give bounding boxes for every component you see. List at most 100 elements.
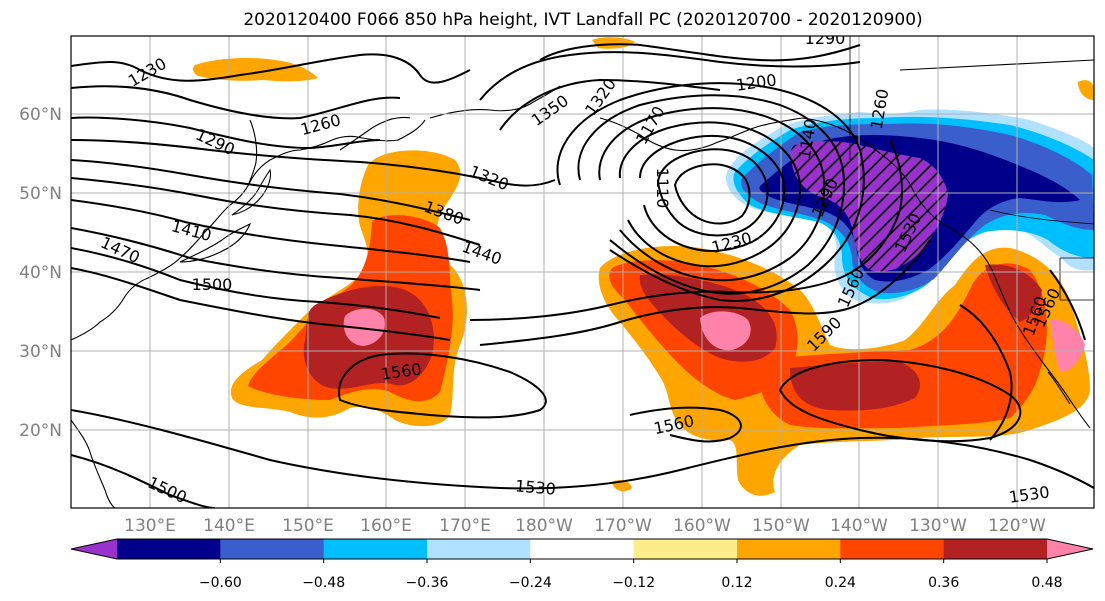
- ivt-fill-east-pink: [700, 311, 751, 351]
- contour-1440: [71, 227, 481, 291]
- map-panel: 1230 1260 1290 1320 1350 1320 1290 1200 …: [70, 29, 1095, 509]
- colorbar-segment: [943, 539, 1048, 559]
- low-ring-4: [618, 121, 802, 268]
- low-ring-5: [639, 134, 786, 252]
- ivt-fill-north-blob-2: [592, 37, 635, 49]
- lon-label: 160°W: [673, 516, 731, 536]
- colorbar-tick-label: 0.48: [1031, 575, 1062, 591]
- coastline-baja: [1047, 371, 1071, 405]
- contour-1560-west: [338, 352, 547, 419]
- lon-label: 130°E: [124, 516, 176, 536]
- colorbar: −0.60 −0.48 −0.36 −0.24 −0.12 0.12 0.24 0.36 0.4…: [70, 538, 1094, 591]
- lon-label: 130°W: [909, 516, 967, 536]
- colorbar-tick-label: −0.48: [302, 575, 345, 591]
- lat-label-60n: 60°N: [19, 105, 62, 125]
- colorbar-tick-label: −0.12: [612, 575, 655, 591]
- contour-1380: [71, 177, 481, 246]
- contour-1590: [469, 139, 903, 321]
- contour-1320: [71, 139, 556, 187]
- colorbar-segment: [427, 539, 531, 559]
- colorbar-segment: [220, 539, 325, 559]
- contour-label: 1110: [653, 168, 672, 209]
- contour-1500: [71, 267, 451, 341]
- colorbar-tick-label: 0.36: [928, 575, 959, 591]
- coastline-japan: [179, 222, 252, 263]
- colorbar-tick-label: 0.12: [721, 575, 752, 591]
- gridlines: [71, 36, 1094, 508]
- low-ring-7: [673, 163, 751, 225]
- height-contours: [71, 43, 1094, 508]
- colorbar-extend-max: [1047, 539, 1093, 559]
- lon-label: 180°W: [515, 516, 573, 536]
- lon-label: 150°E: [282, 516, 334, 536]
- ivt-fill-north-blob: [193, 57, 318, 82]
- colorbar-segments: [71, 539, 1093, 559]
- colorbar-extend-min: [71, 539, 117, 559]
- ivt-hatching: [790, 141, 948, 272]
- contour-1560-small: [629, 406, 742, 443]
- colorbar-segment: [737, 539, 841, 559]
- lon-label: 150°W: [752, 516, 810, 536]
- lon-label: 170°W: [594, 516, 652, 536]
- colorbar-outline: [70, 538, 1094, 560]
- contour-1260: [71, 85, 401, 120]
- contour-1500-south: [71, 454, 216, 508]
- coastline-alaska-south: [599, 117, 803, 152]
- contour-label: 1530: [514, 476, 556, 498]
- contour-1290-north: [539, 43, 861, 62]
- ivt-fill-edge-blob: [1078, 80, 1094, 100]
- contour-label: 1290: [805, 29, 846, 48]
- lat-label-50n: 50°N: [19, 184, 62, 204]
- coastline-arctic: [899, 59, 1094, 71]
- border-us-canada: [989, 209, 1094, 225]
- ivt-fill-west-pink: [343, 308, 385, 346]
- lon-label: 120°W: [988, 516, 1046, 536]
- contour-1290: [71, 116, 381, 150]
- colorbar-tick-label: −0.60: [199, 575, 242, 591]
- latitude-labels: 60°N 50°N 40°N 30°N 20°N: [19, 105, 62, 441]
- coastline-hokkaido: [231, 168, 272, 216]
- colorbar-tick-label: 0.24: [825, 575, 856, 591]
- colorbar-segment: [117, 539, 221, 559]
- coastline-north-america-west: [801, 117, 1091, 429]
- lat-label-30n: 30°N: [19, 342, 62, 362]
- ivt-fill-coast-darkred: [985, 264, 1042, 322]
- longitude-labels: 130°E 140°E 150°E 160°E 170°E 180°W 170°…: [124, 516, 1046, 536]
- contour-1560-east: [778, 358, 1022, 443]
- border-us-states: [1059, 257, 1094, 301]
- contour-1560-mid: [479, 239, 931, 346]
- coastline-sakhalin: [247, 119, 258, 187]
- colorbar-segment: [530, 539, 635, 559]
- low-ring-1: [556, 82, 865, 302]
- contour-1320-ridge: [479, 51, 861, 101]
- ivt-fill-coast-pink: [1050, 319, 1085, 372]
- colorbar-tick-label: −0.24: [509, 575, 552, 591]
- contour-1560-coast: [959, 304, 1013, 441]
- contour-1230: [71, 53, 471, 84]
- lon-label: 160°E: [360, 516, 412, 536]
- colorbar-ticks: −0.60 −0.48 −0.36 −0.24 −0.12 0.12 0.24 0.36 0.4…: [199, 559, 1063, 591]
- lat-label-40n: 40°N: [19, 263, 62, 283]
- colorbar-segment: [323, 539, 428, 559]
- coastline-southeast-asia: [71, 419, 116, 508]
- coastline-chukotka: [429, 85, 561, 119]
- contour-1560-edge: [1049, 269, 1086, 341]
- low-ring-3: [598, 107, 826, 282]
- colorbar-segment: [840, 539, 945, 559]
- contour-1410: [71, 199, 471, 263]
- ivt-fill-east-darkred-south: [790, 361, 920, 411]
- contour-1530-south: [71, 409, 1094, 490]
- colorbar-segment: [633, 539, 738, 559]
- contour-label: 1500: [192, 275, 233, 294]
- lon-label: 170°E: [439, 516, 491, 536]
- lon-label: 140°E: [203, 516, 255, 536]
- map-frame: [70, 35, 1095, 509]
- lon-label: 140°W: [830, 516, 888, 536]
- low-ring-6: [656, 148, 769, 237]
- map-content: 1230 1260 1290 1320 1350 1320 1290 1200 …: [71, 29, 1094, 508]
- figure-title: 2020120400 F066 850 hPa height, IVT Land…: [243, 10, 922, 30]
- colorbar-tick-label: −0.36: [406, 575, 449, 591]
- contour-1350: [71, 159, 471, 221]
- lat-label-20n: 20°N: [19, 421, 62, 441]
